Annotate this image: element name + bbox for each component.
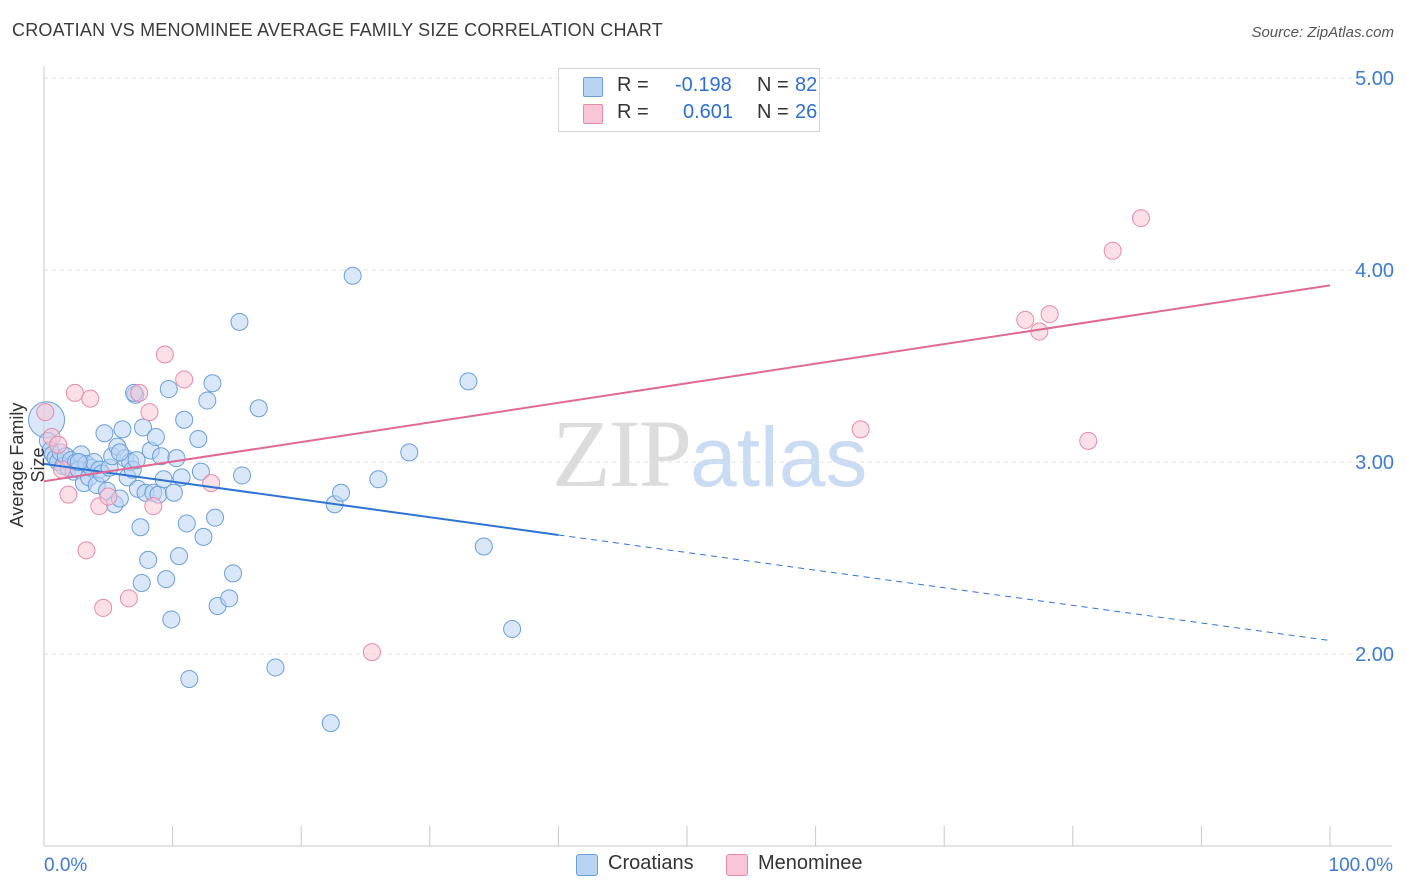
menominee-point [155, 345, 174, 364]
chart-title: CROATIAN VS MENOMINEE AVERAGE FAMILY SIZ… [12, 20, 663, 40]
croatians-point [369, 470, 388, 489]
menominee-point [99, 487, 118, 506]
croatians-point [113, 420, 132, 439]
croatians-point [503, 620, 522, 639]
menominee-point [1103, 241, 1122, 260]
y-tick-label: 2.00 [1355, 644, 1394, 666]
legend-swatch-croatians [583, 77, 603, 97]
menominee-point [77, 541, 96, 560]
menominee-point [362, 643, 381, 662]
croatians-point [95, 424, 114, 443]
menominee-point [81, 389, 100, 408]
croatians-point [110, 443, 129, 462]
croatians-point [224, 564, 243, 583]
croatians-point [194, 527, 213, 546]
bottom-legend-label-croatians: Croatians [608, 852, 694, 874]
croatians-trend-line [43, 462, 559, 536]
menominee-point [36, 403, 55, 422]
croatians-point [198, 391, 217, 410]
legend-n-label: N = [757, 101, 789, 123]
croatians-trend-extension [558, 534, 1331, 642]
croatians-point [321, 714, 340, 733]
bottom-legend-swatch-croatians [576, 854, 598, 876]
croatians-point [180, 669, 199, 688]
croatians-point [170, 547, 189, 566]
legend-n-value: 82 [795, 74, 818, 96]
bottom-legend-label-menominee: Menominee [758, 852, 863, 874]
croatians-point [69, 453, 88, 471]
menominee-point [65, 383, 84, 402]
menominee-point [140, 403, 159, 422]
menominee-point [1131, 209, 1150, 228]
croatians-point [459, 372, 478, 391]
menominee-point [94, 598, 113, 617]
legend-r-value: -0.198 [675, 74, 732, 96]
menominee-point [1040, 305, 1059, 324]
legend-n-value: 26 [795, 101, 818, 123]
croatians-point [146, 428, 165, 447]
croatians-point [167, 449, 186, 468]
croatians-point [233, 466, 252, 485]
croatians-point [400, 443, 419, 462]
watermark-atlas: atlas [690, 410, 868, 504]
menominee-point [59, 485, 78, 504]
croatians-point [159, 380, 178, 399]
legend-r-label: R = [617, 74, 649, 96]
croatians-point [131, 518, 150, 537]
correlation-legend: R = -0.198 N = 82 R = 0.601 N = 26 [558, 68, 820, 132]
x-tick-label: 100.0% [1329, 855, 1394, 876]
croatians-point [177, 514, 196, 533]
menominee-point [144, 497, 163, 516]
croatians-point [266, 658, 285, 677]
watermark: ZIPatlas [552, 398, 867, 509]
legend-n-label: N = [757, 74, 789, 96]
croatians-point [139, 550, 158, 569]
legend-r-label: R = [617, 101, 649, 123]
croatians-point [332, 483, 351, 502]
legend-r-value: 0.601 [683, 101, 734, 123]
croatians-point [343, 266, 362, 285]
menominee-point [1016, 310, 1035, 329]
croatians-point [157, 570, 176, 589]
croatians-point [189, 429, 208, 448]
croatians-point [162, 610, 181, 629]
croatians-point [191, 462, 210, 481]
y-tick-label: 4.00 [1355, 260, 1394, 282]
y-tick-label: 3.00 [1355, 452, 1394, 474]
y-tick-label: 5.00 [1355, 68, 1394, 90]
croatians-point [203, 374, 222, 393]
menominee-point [202, 474, 221, 493]
croatians-point [206, 508, 225, 527]
croatians-point [249, 399, 268, 418]
menominee-point [1079, 431, 1098, 450]
croatians-point [175, 410, 194, 429]
menominee-point [175, 370, 194, 389]
croatians-point [220, 589, 239, 608]
croatians-point [127, 451, 146, 470]
menominee-trend-line [43, 284, 1331, 483]
croatians-point [230, 312, 249, 331]
bottom-legend-swatch-menominee [726, 854, 748, 876]
menominee-point [851, 420, 870, 439]
menominee-point [130, 383, 149, 402]
croatians-point [474, 537, 493, 556]
menominee-point [53, 460, 72, 479]
legend-swatch-menominee [583, 104, 603, 124]
menominee-point [49, 435, 68, 454]
croatians-point [164, 483, 183, 502]
croatians-point [134, 418, 153, 437]
menominee-point [119, 589, 138, 608]
watermark-zip: ZIP [552, 400, 692, 507]
x-tick-label: 0.0% [44, 855, 87, 876]
chart-source: Source: ZipAtlas.com [1251, 24, 1394, 41]
croatians-point [132, 573, 151, 592]
y-axis-label: Average Family Size [7, 402, 48, 528]
